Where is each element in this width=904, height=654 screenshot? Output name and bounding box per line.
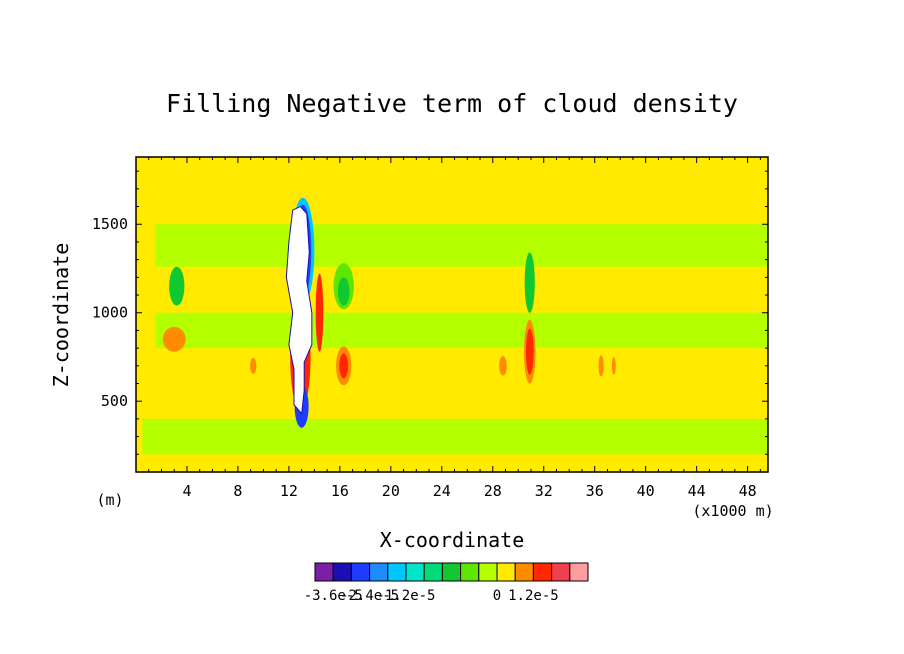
contour-blob-15 [611, 356, 616, 375]
x-tick-label: 8 [233, 482, 242, 500]
contour-band-2 [142, 418, 768, 455]
y-tick-label: 1000 [92, 304, 128, 322]
y-axis-label: Z-coordinate [49, 243, 73, 388]
x-tick-label: 44 [688, 482, 706, 500]
colorbar-swatch [551, 562, 571, 582]
chart-title: Filling Negative term of cloud density [166, 89, 738, 118]
x-tick-label: 20 [382, 482, 400, 500]
contour-blob-16 [315, 273, 324, 352]
contour-blob-14 [598, 355, 604, 377]
colorbar-swatch [460, 562, 480, 582]
contour-band-1 [155, 312, 768, 349]
x-tick-label: 4 [182, 482, 191, 500]
contour-blob-9 [524, 252, 535, 313]
contour-blob-11 [525, 328, 534, 375]
colorbar-label: 1.2e-5 [508, 588, 559, 604]
plot-area [136, 157, 768, 472]
colorbar-label: -1.2e-5 [376, 588, 435, 604]
colorbar-swatch [569, 562, 589, 582]
colorbar-label: -3.6e-5 [304, 588, 363, 604]
contour-blob-12 [250, 357, 257, 374]
contour-blob-6 [337, 277, 350, 306]
colorbar-swatch [478, 562, 498, 582]
colorbar: -3.6e-5-2.4e-5-1.2e-5 0 1.2e-5 [304, 562, 589, 604]
colorbar-swatch [350, 562, 371, 582]
x-tick-label: 32 [535, 482, 553, 500]
colorbar-swatch [369, 562, 389, 582]
y-tick-label: 500 [101, 392, 128, 410]
colorbar-swatch [405, 562, 425, 582]
y-tick-label: 1500 [92, 215, 128, 233]
colorbar-swatch [314, 562, 334, 582]
colorbar-label: 0 [493, 588, 501, 604]
plot-frame [135, 156, 769, 473]
colorbar-label: -2.4e-5 [340, 588, 399, 604]
x-tick-label: 36 [586, 482, 604, 500]
x-tick-label: 40 [637, 482, 655, 500]
x-tick-label: 48 [739, 482, 757, 500]
x-axis-label: X-coordinate [380, 528, 525, 552]
x-tick-label: 16 [331, 482, 349, 500]
colorbar-swatch [387, 562, 407, 582]
x-unit-left: (m) [96, 491, 123, 509]
colorbar-swatch [423, 562, 443, 582]
contour-band-0 [155, 224, 768, 267]
colorbar-swatch [514, 562, 534, 582]
x-tick-label: 28 [484, 482, 502, 500]
x-tick-label: 12 [280, 482, 298, 500]
contour-blob-4 [162, 326, 186, 352]
contour-blob-13 [499, 356, 507, 376]
contour-blob-3 [169, 266, 185, 306]
x-tick-label: 24 [433, 482, 451, 500]
contour-blob-8 [339, 353, 349, 379]
colorbar-swatch [496, 562, 516, 582]
x-unit-right: (x1000 m) [692, 502, 773, 520]
colorbar-swatch [532, 562, 553, 582]
undefined-region [285, 205, 313, 415]
colorbar-swatch [332, 562, 352, 582]
colorbar-swatch [441, 562, 462, 582]
